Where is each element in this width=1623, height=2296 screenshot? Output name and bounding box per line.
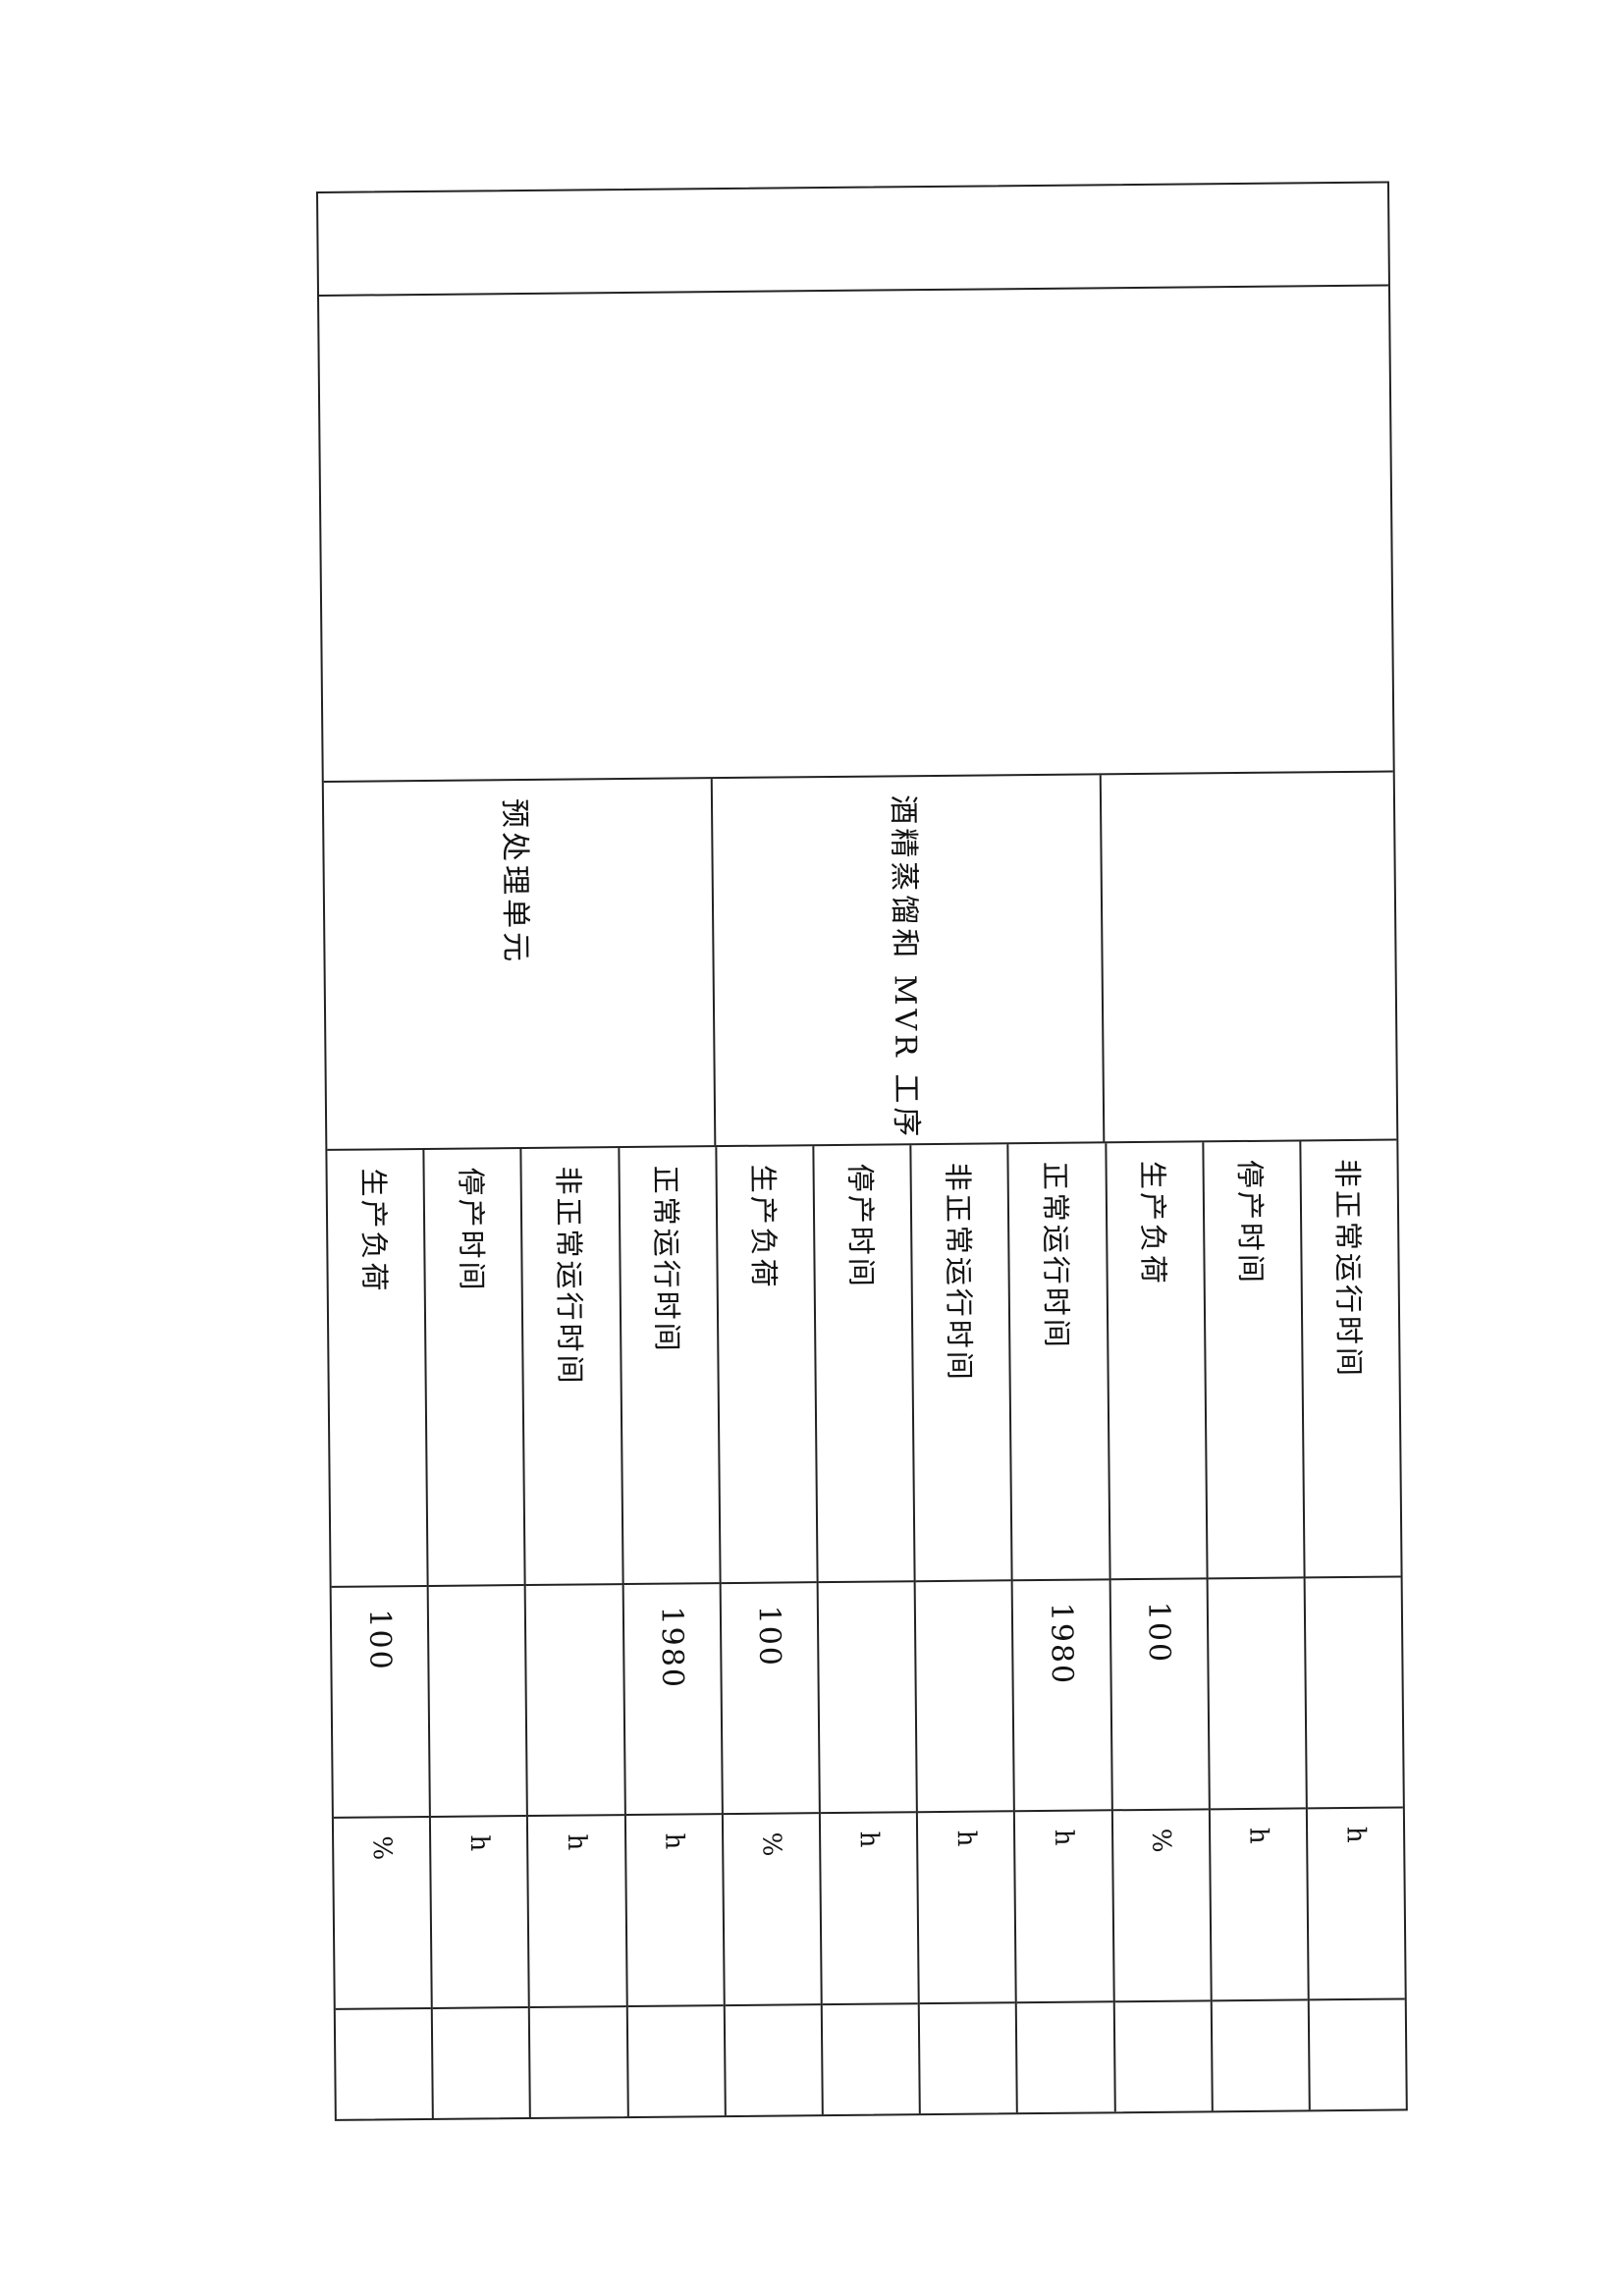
group-label: 酒精蒸馏和 MVR 工序	[885, 794, 924, 1141]
label-cell: 非正常运行时间	[1301, 1140, 1401, 1579]
unit-cell: h	[820, 1813, 918, 2006]
value-cell: 100	[331, 1586, 430, 1819]
label-cell: 非正常运行时间	[911, 1144, 1011, 1583]
table-row: 生产负荷 100%	[1106, 1142, 1214, 2112]
label-cell: 生产负荷	[1106, 1142, 1207, 1581]
blank-cell	[823, 2004, 919, 2114]
label-cell: 正常运行时间	[1008, 1143, 1109, 1582]
parameter-unit: %	[756, 1831, 786, 1860]
group-header-cell	[1102, 772, 1397, 1141]
unit-cell: h	[1307, 1808, 1405, 2001]
parameter-label: 非正常运行时间	[941, 1162, 977, 1383]
label-cell: 非正常运行时间	[521, 1148, 622, 1587]
blank-cell	[433, 2008, 529, 2118]
value-cell	[526, 1585, 624, 1818]
parameter-label: 正常运行时间	[1038, 1161, 1074, 1350]
table-row: 停产时间 h	[1204, 1141, 1311, 2111]
blank-cell	[1212, 2000, 1308, 2110]
unit-cell: h	[918, 1812, 1016, 2005]
unit-cell: h	[431, 1817, 529, 2009]
value-cell: 100	[1110, 1579, 1209, 1812]
blank-cell	[336, 2009, 432, 2119]
table-row: 正常运行时间 1980 h	[1008, 1143, 1116, 2113]
parameter-unit: h	[659, 1832, 689, 1853]
blank-cell	[726, 2005, 822, 2115]
parameter-value: 100	[1141, 1601, 1177, 1665]
unit-cell: h	[1210, 1809, 1308, 2002]
parameter-unit: %	[1146, 1828, 1176, 1856]
table-row: 非正常运行时间 h	[1301, 1140, 1406, 2109]
value-cell	[818, 1582, 917, 1815]
blank-cell	[1017, 2002, 1113, 2112]
parameter-unit: h	[853, 1831, 884, 1851]
value-cell	[1305, 1577, 1403, 1810]
parameter-unit: h	[1048, 1829, 1079, 1849]
table-row: 生产负荷 100%	[327, 1149, 435, 2119]
parameter-unit: h	[562, 1833, 592, 1854]
parameter-label: 生产负荷	[356, 1168, 392, 1294]
parameter-label: 非正常运行时间	[551, 1166, 587, 1387]
parameter-label: 停产时间	[1232, 1159, 1269, 1286]
value-cell	[428, 1586, 527, 1818]
parameter-unit: h	[1340, 1826, 1371, 1846]
unit-cell: h	[1015, 1811, 1113, 2004]
parameter-unit: h	[463, 1834, 495, 1855]
unit-cell: %	[333, 1817, 431, 2010]
parameter-unit: h	[950, 1830, 981, 1850]
table-blank-row	[319, 286, 1393, 783]
value-cell: 1980	[623, 1584, 722, 1817]
group-header-cell: 预处理单元	[323, 779, 717, 1149]
group-header-cell: 酒精蒸馏和 MVR 工序	[712, 775, 1106, 1146]
unit-cell: h	[528, 1816, 626, 2008]
parameter-label: 停产时间	[454, 1167, 489, 1293]
parameter-label: 生产负荷	[745, 1164, 782, 1290]
parameter-value: 1980	[1044, 1602, 1080, 1686]
table-row: 正常运行时间 1980 h	[619, 1147, 727, 2117]
label-cell: 正常运行时间	[619, 1147, 720, 1586]
table-row: 停产时间 h	[424, 1149, 532, 2118]
group-label: 预处理单元	[496, 797, 533, 966]
parameter-value: 100	[751, 1605, 787, 1668]
rotated-operating-time-table: 预处理单元 酒精蒸馏和 MVR 工序 生产负荷 100% 停产时间 h 非正常运行时间 h 正…	[316, 181, 1408, 2121]
blank-cell	[530, 2007, 626, 2117]
label-cell: 停产时间	[814, 1145, 914, 1584]
blank-cell	[1114, 2001, 1211, 2111]
label-cell: 停产时间	[1204, 1141, 1304, 1580]
parameter-label: 生产负荷	[1135, 1160, 1170, 1287]
table-top-row	[318, 183, 1388, 297]
label-cell: 生产负荷	[327, 1150, 427, 1588]
parameter-unit: h	[1243, 1827, 1273, 1847]
label-cell: 停产时间	[424, 1149, 525, 1587]
parameter-label: 停产时间	[843, 1163, 879, 1289]
parameter-label: 正常运行时间	[648, 1165, 684, 1354]
parameter-label: 非正常运行时间	[1329, 1158, 1367, 1380]
blank-cell	[920, 2003, 1016, 2113]
label-cell: 生产负荷	[717, 1146, 817, 1585]
value-cell: 1980	[1012, 1580, 1111, 1813]
parameter-value: 100	[361, 1609, 398, 1671]
table-row: 非正常运行时间 h	[911, 1144, 1019, 2114]
parameter-columns: 生产负荷 100% 停产时间 h 非正常运行时间 h 正常运行时间 1980 h 生产负荷 100%…	[327, 1140, 1406, 2119]
parameter-value: 1980	[654, 1606, 690, 1690]
parameter-unit: %	[366, 1835, 397, 1864]
unit-cell: %	[1112, 1810, 1211, 2003]
unit-cell: h	[625, 1815, 724, 2008]
value-cell: 100	[721, 1583, 819, 1816]
table-row: 非正常运行时间 h	[521, 1148, 629, 2117]
value-cell	[915, 1581, 1014, 1814]
blank-cell	[627, 2006, 724, 2116]
table-row: 停产时间 h	[814, 1145, 921, 2115]
table-row: 生产负荷 100%	[717, 1146, 824, 2116]
group-header-row: 预处理单元 酒精蒸馏和 MVR 工序	[323, 772, 1397, 1151]
blank-cell	[1310, 1999, 1406, 2109]
value-cell	[1208, 1578, 1306, 1811]
unit-cell: %	[723, 1814, 821, 2007]
